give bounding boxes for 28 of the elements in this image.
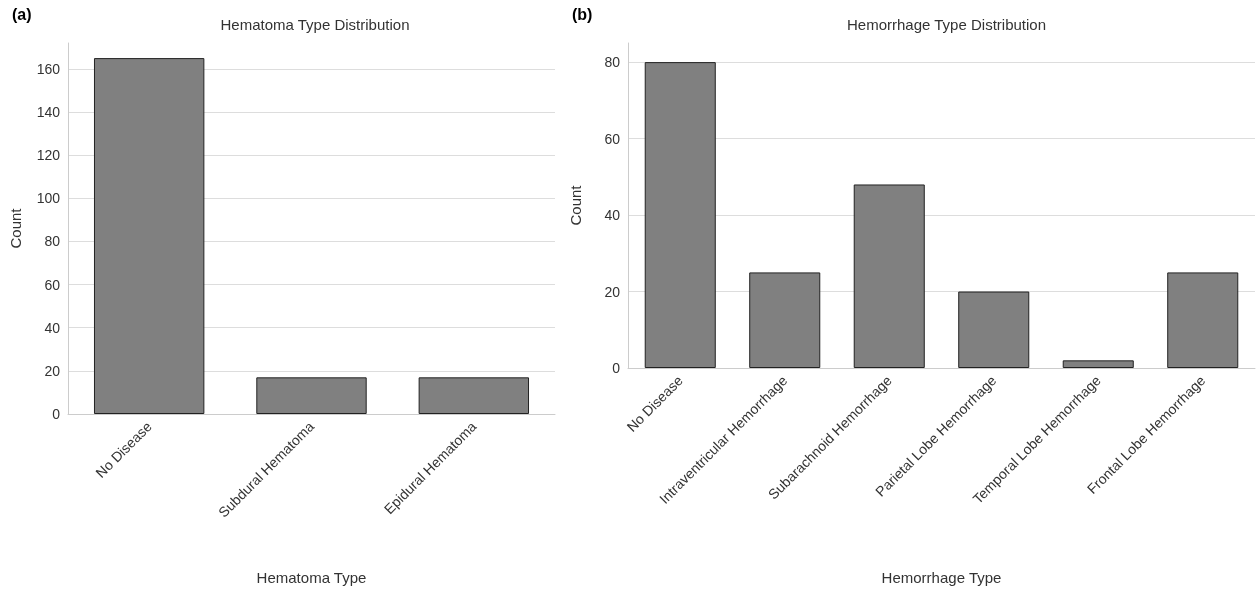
y-tick-label: 60 bbox=[44, 276, 61, 293]
bar bbox=[1167, 272, 1239, 368]
bar bbox=[853, 184, 925, 368]
text: (b) bbox=[572, 5, 593, 23]
y-tick-label: 20 bbox=[44, 362, 61, 379]
y-tick-label: 40 bbox=[44, 319, 61, 336]
y-tick-label: 160 bbox=[36, 60, 61, 77]
y-tick-label: 20 bbox=[604, 283, 621, 300]
y-tick-label: 80 bbox=[44, 233, 61, 250]
y-tick-label: 100 bbox=[36, 190, 61, 207]
bar bbox=[644, 62, 716, 368]
bar bbox=[1062, 360, 1134, 368]
chart-title: Hemorrhage Type Distribution bbox=[847, 16, 1046, 33]
bar bbox=[749, 272, 821, 368]
y-tick-label: 140 bbox=[36, 104, 61, 121]
y-axis-title: Count bbox=[567, 184, 584, 226]
y-tick-label: 0 bbox=[612, 360, 621, 376]
y-axis-title: Count bbox=[7, 207, 24, 249]
y-tick-label: 80 bbox=[604, 54, 621, 71]
x-axis-title: Hemorrhage Type bbox=[881, 569, 1002, 586]
y-tick-label: 40 bbox=[604, 207, 621, 224]
y-tick-label: 0 bbox=[52, 406, 61, 422]
bar bbox=[958, 291, 1030, 368]
text: (a) bbox=[12, 5, 32, 23]
x-axis-title: Hematoma Type bbox=[256, 569, 367, 586]
chart-title: Hematoma Type Distribution bbox=[220, 16, 410, 33]
y-tick-label: 120 bbox=[36, 147, 61, 164]
y-tick-label: 60 bbox=[604, 130, 621, 147]
